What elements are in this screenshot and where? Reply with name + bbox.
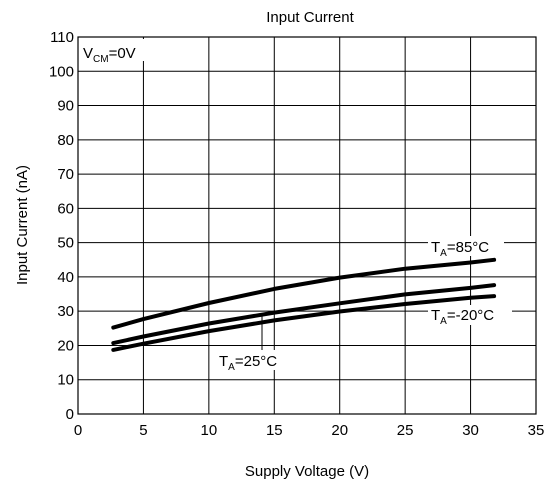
- y-tick-label: 100: [49, 63, 74, 80]
- series-label-25: TA=25°C: [219, 353, 277, 373]
- series-label-85: TA=85°C: [431, 239, 489, 259]
- y-axis-title: Input Current (nA): [14, 165, 31, 285]
- x-tick-label: 10: [201, 422, 218, 439]
- y-tick-label: 30: [57, 303, 74, 320]
- y-tick-label: 110: [50, 29, 74, 46]
- series-line-85: [111, 257, 497, 330]
- y-tick-label: 60: [57, 200, 74, 217]
- series-lines: [111, 257, 497, 352]
- x-tick-label: 35: [528, 422, 545, 439]
- y-tick-label: 90: [57, 98, 74, 115]
- x-tick-labels: 0 5 10 15 20 25 30 35: [74, 422, 545, 439]
- y-tick-label: 0: [66, 406, 74, 423]
- y-tick-label: 70: [57, 166, 74, 183]
- x-tick-label: 15: [266, 422, 283, 439]
- vcm-annotation-bg: [80, 39, 162, 61]
- y-tick-label: 10: [57, 372, 74, 389]
- label-bg-25: [216, 350, 296, 370]
- x-tick-label: 0: [74, 422, 82, 439]
- series-line-minus-20: [111, 294, 497, 352]
- y-tick-label: 40: [57, 269, 74, 286]
- series-line-25: [111, 283, 497, 346]
- x-axis-title: Supply Voltage (V): [245, 463, 369, 480]
- vcm-annotation: VCM=0V: [83, 45, 136, 65]
- y-tick-label: 80: [57, 132, 74, 149]
- plot-frame: [77, 36, 537, 415]
- label-bg-85: [428, 236, 504, 256]
- y-tick-labels: 0 10 20 30 40 50 60 70 80 90 100 110: [49, 29, 74, 423]
- y-tick-label: 50: [57, 235, 74, 252]
- label-bg-m20: [428, 305, 512, 325]
- y-tick-label: 20: [57, 337, 74, 354]
- x-tick-label: 30: [462, 422, 479, 439]
- x-tick-label: 20: [331, 422, 348, 439]
- x-tick-label: 5: [139, 422, 147, 439]
- grid: [78, 37, 536, 414]
- chart-title: Input Current: [266, 9, 354, 26]
- x-tick-label: 25: [397, 422, 414, 439]
- series-label-minus-20: TA=-20°C: [431, 307, 494, 327]
